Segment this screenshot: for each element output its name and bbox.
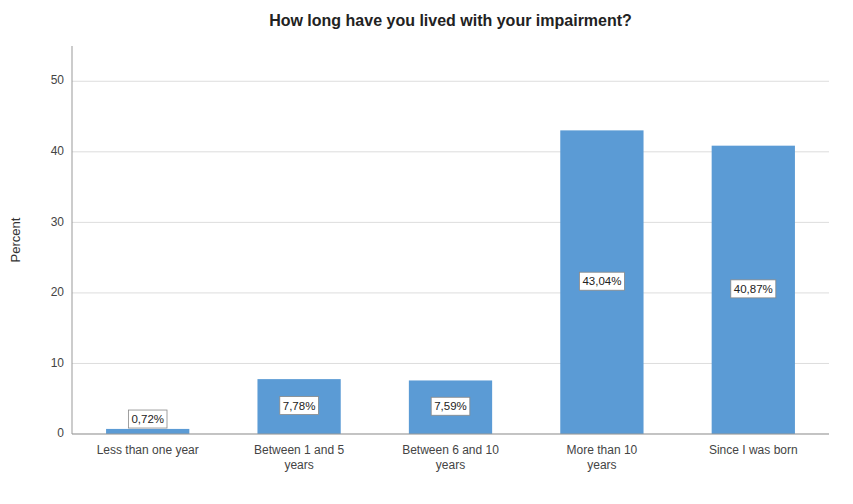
- x-tick-label: Less than one year: [97, 443, 199, 457]
- data-label: 7,78%: [280, 397, 319, 415]
- data-label-text: 7,78%: [283, 400, 316, 412]
- bar: [560, 130, 643, 434]
- data-label: 0,72%: [128, 410, 167, 428]
- data-label-text: 7,59%: [434, 400, 467, 412]
- grid: [72, 81, 829, 434]
- y-tick-label: 20: [51, 285, 65, 299]
- data-labels: 0,72% 7,78% 7,59% 43,04% 40,87%: [128, 272, 775, 428]
- data-label: 7,59%: [431, 397, 470, 415]
- data-label-box: [128, 410, 167, 428]
- data-label-text: 40,87%: [734, 283, 773, 295]
- y-tick-label: 30: [51, 215, 65, 229]
- data-label-box: [579, 272, 624, 290]
- grid-line: [72, 81, 829, 82]
- y-tick-label: 0: [57, 426, 64, 440]
- y-tick-label: 40: [51, 144, 65, 158]
- x-tick-label: More than 10years: [567, 443, 638, 472]
- bar: [712, 146, 795, 434]
- data-label: 43,04%: [579, 272, 624, 290]
- background: [0, 0, 853, 504]
- data-label-box: [431, 397, 470, 415]
- data-label-box: [280, 397, 319, 415]
- x-tick-label: Since I was born: [709, 443, 798, 457]
- bars: [106, 130, 795, 434]
- y-axis-label: Percent: [8, 217, 23, 262]
- grid-line: [72, 434, 829, 435]
- chart-container: How long have you lived with your impair…: [0, 0, 853, 504]
- chart: How long have you lived with your impair…: [0, 0, 853, 504]
- x-tick-label: Between 6 and 10years: [402, 443, 499, 472]
- data-label-text: 0,72%: [131, 413, 164, 425]
- data-label: 40,87%: [731, 280, 776, 298]
- bar: [257, 379, 340, 434]
- y-axis-line: [72, 46, 73, 434]
- bar: [106, 429, 189, 434]
- title: How long have you lived with your impair…: [269, 12, 632, 29]
- x-tick-label: Between 1 and 5years: [254, 443, 344, 472]
- y-tick-label: 50: [51, 73, 65, 87]
- data-label-box: [731, 280, 776, 298]
- y-tick-label: 10: [51, 356, 65, 370]
- bar: [409, 380, 492, 434]
- x-axis-line: [72, 434, 829, 435]
- data-label-text: 43,04%: [582, 275, 621, 287]
